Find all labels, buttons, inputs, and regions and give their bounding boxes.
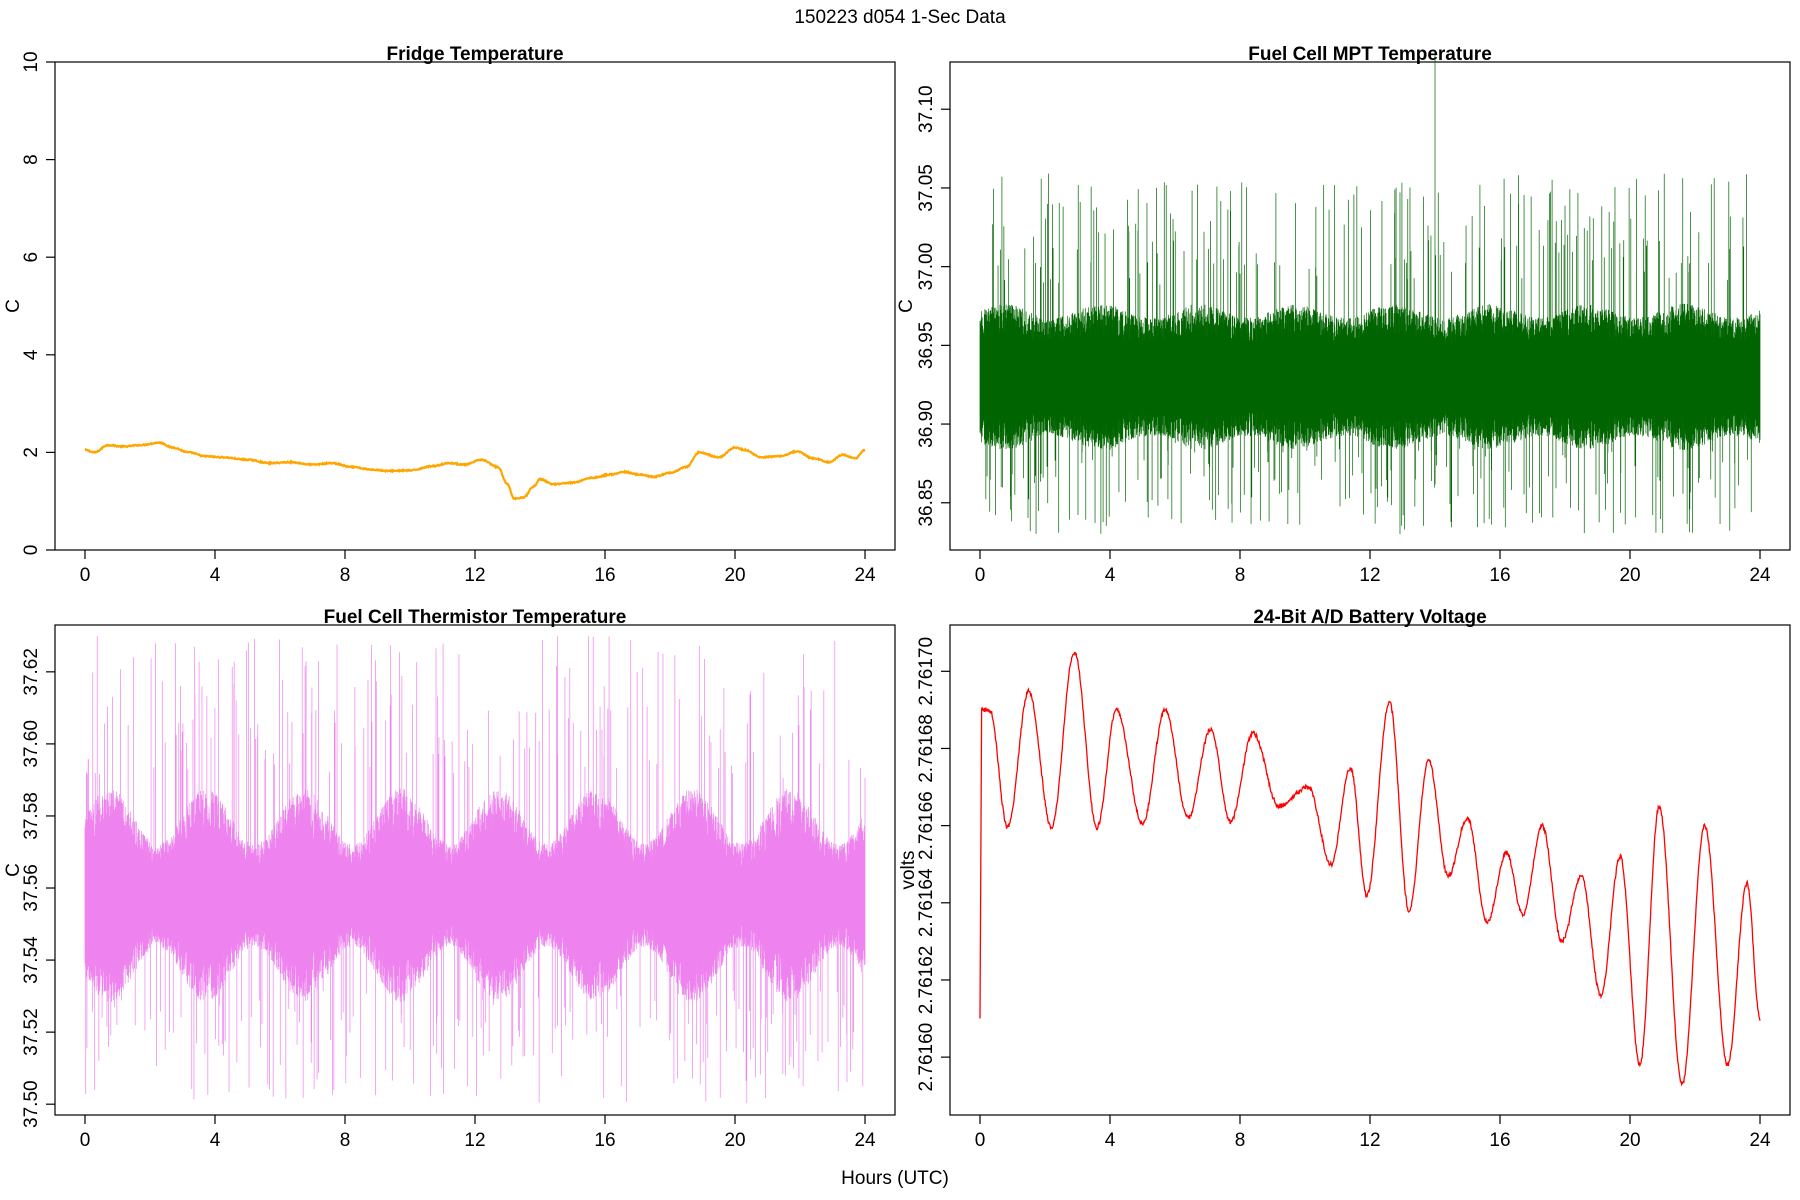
y-axis-label: C — [3, 299, 24, 313]
panel-title: Fridge Temperature — [386, 44, 563, 65]
x-tick-label: 24 — [854, 565, 876, 586]
x-tick-label: 0 — [80, 1130, 91, 1151]
x-axis: 0 4 8 12 16 20 24 — [80, 550, 876, 586]
x-tick-label: 4 — [1105, 1130, 1116, 1151]
y-axis: 37.50 37.52 37.54 37.56 37.58 37.60 37.62 — [21, 648, 55, 1128]
x-tick-label: 8 — [1235, 1130, 1246, 1151]
y-tick-label: 2.76164 — [916, 868, 937, 937]
x-tick-label: 24 — [854, 1130, 876, 1151]
y-tick-label: 8 — [21, 154, 42, 165]
y-tick-label: 2.76160 — [916, 1023, 937, 1092]
y-axis-label: C — [896, 299, 917, 313]
x-tick-label: 0 — [975, 1130, 986, 1151]
y-tick-label: 37.54 — [21, 936, 42, 984]
y-tick-label: 37.00 — [916, 243, 937, 291]
y-tick-label: 36.90 — [916, 400, 937, 448]
x-tick-label: 24 — [1749, 1130, 1771, 1151]
y-tick-label: 0 — [21, 545, 42, 556]
plot-frame — [54, 61, 896, 551]
series-line — [84, 636, 866, 1104]
common-x-axis-label: Hours (UTC) — [841, 1168, 949, 1189]
y-axis: 36.85 36.90 36.95 37.00 37.05 37.10 — [916, 85, 950, 527]
y-tick-label: 36.95 — [916, 322, 937, 370]
y-tick-label: 2 — [21, 447, 42, 458]
x-tick-label: 16 — [1489, 1130, 1510, 1151]
series-line — [979, 651, 1761, 1087]
y-tick-label: 2.76166 — [916, 791, 937, 860]
x-tick-label: 20 — [724, 1130, 745, 1151]
x-tick-label: 4 — [1105, 565, 1116, 586]
x-tick-label: 4 — [210, 1130, 221, 1151]
panel-title: Fuel Cell MPT Temperature — [1248, 44, 1492, 65]
y-tick-label: 37.60 — [21, 720, 42, 768]
y-tick-label: 2.76168 — [916, 714, 937, 783]
y-tick-label: 2.76170 — [916, 637, 937, 706]
panel-fuel-cell-mpt-temperature: Fuel Cell MPT Temperature C 0 4 8 12 16 20 24 … — [896, 44, 1791, 586]
y-axis-label: C — [3, 863, 24, 877]
x-tick-label: 0 — [975, 565, 986, 586]
y-tick-label: 37.52 — [21, 1008, 42, 1056]
y-tick-label: 37.56 — [21, 864, 42, 912]
x-axis: 0 4 8 12 16 20 24 — [80, 1115, 876, 1151]
x-tick-label: 16 — [594, 1130, 615, 1151]
x-tick-label: 12 — [464, 1130, 485, 1151]
x-tick-label: 16 — [594, 565, 615, 586]
x-tick-label: 24 — [1749, 565, 1771, 586]
x-tick-label: 20 — [724, 565, 745, 586]
y-axis-label: volts — [898, 850, 919, 889]
x-axis: 0 4 8 12 16 20 24 — [975, 550, 1771, 586]
x-tick-label: 12 — [464, 565, 485, 586]
y-tick-label: 37.50 — [21, 1080, 42, 1128]
x-tick-label: 12 — [1359, 1130, 1380, 1151]
y-tick-label: 4 — [21, 349, 42, 360]
figure-suptitle: 150223 d054 1-Sec Data — [794, 7, 1006, 28]
y-tick-label: 10 — [21, 51, 42, 72]
y-tick-label: 2.76162 — [916, 946, 937, 1015]
panel-fuel-cell-thermistor-temperature: Fuel Cell Thermistor Temperature C 0 4 8 12… — [3, 607, 896, 1151]
x-tick-label: 0 — [80, 565, 91, 586]
x-tick-label: 20 — [1619, 565, 1640, 586]
panel-battery-voltage: 24-Bit A/D Battery Voltage volts 0 4 8 12 16… — [898, 607, 1791, 1151]
x-tick-label: 8 — [340, 1130, 351, 1151]
x-tick-label: 4 — [210, 565, 221, 586]
y-tick-label: 37.58 — [21, 792, 42, 840]
panel-title: Fuel Cell Thermistor Temperature — [324, 607, 627, 628]
x-tick-label: 8 — [340, 565, 351, 586]
x-axis: 0 4 8 12 16 20 24 — [975, 1115, 1771, 1151]
plot-frame — [949, 624, 1791, 1116]
y-axis: 2.76160 2.76162 2.76164 2.76166 2.76168 2.761… — [916, 637, 950, 1092]
x-tick-label: 20 — [1619, 1130, 1640, 1151]
y-tick-label: 37.05 — [916, 164, 937, 212]
series-line — [979, 54, 1761, 534]
y-tick-label: 6 — [21, 252, 42, 263]
y-tick-label: 37.62 — [21, 648, 42, 696]
y-tick-label: 37.10 — [916, 85, 937, 133]
x-tick-label: 16 — [1489, 565, 1510, 586]
panel-title: 24-Bit A/D Battery Voltage — [1253, 607, 1486, 628]
y-axis: 0 2 4 6 8 10 — [21, 51, 55, 555]
x-tick-label: 8 — [1235, 565, 1246, 586]
x-tick-label: 12 — [1359, 565, 1380, 586]
series-line — [84, 441, 866, 501]
y-tick-label: 36.85 — [916, 479, 937, 527]
